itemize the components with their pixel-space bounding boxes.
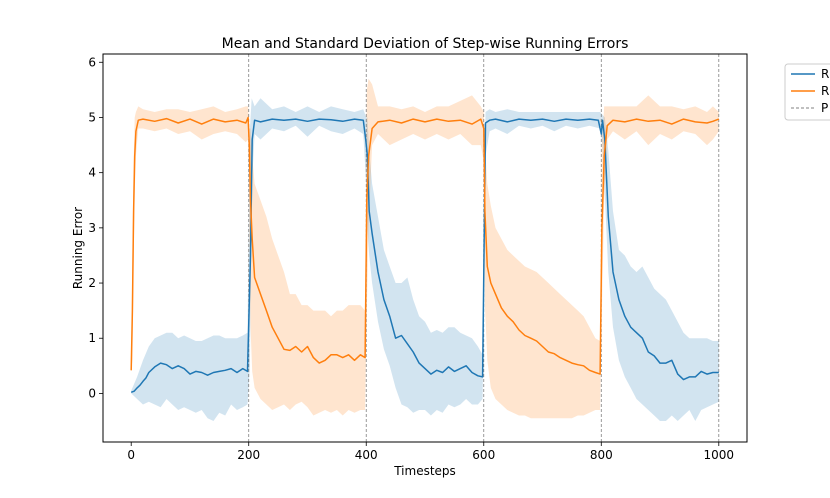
x-tick-label: 400: [355, 448, 378, 462]
legend: R R P: [784, 63, 830, 121]
x-ticks: 0 200 400 600 800 1000: [127, 442, 734, 462]
y-tick-label: 3: [88, 221, 96, 235]
legend-label-series-1: R: [821, 67, 829, 81]
legend-label-series-2: R: [821, 84, 829, 98]
y-tick-label: 4: [88, 166, 96, 180]
y-tick-label: 6: [88, 55, 96, 69]
std-band-series-2: [131, 78, 719, 419]
x-tick-label: 200: [237, 448, 260, 462]
y-tick-label: 2: [88, 276, 96, 290]
x-tick-label: 0: [127, 448, 135, 462]
y-tick-label: 0: [88, 386, 96, 400]
mean-line-series-2: [130, 116, 720, 375]
x-tick-label: 600: [472, 448, 495, 462]
chart-title: Mean and Standard Deviation of Step-wise…: [222, 36, 629, 52]
y-ticks: 0 1 2 3 4 5 6: [88, 55, 103, 400]
mean-lines: [130, 116, 720, 394]
y-tick-label: 5: [88, 110, 96, 124]
mean-line-series-1: [130, 118, 719, 394]
x-tick-label: 1000: [704, 448, 735, 462]
y-axis-label: Running Error: [71, 207, 85, 289]
legend-label-change-points: P: [821, 101, 828, 115]
y-tick-label: 1: [88, 331, 96, 345]
x-axis-label: Timesteps: [393, 464, 456, 478]
x-tick-label: 800: [590, 448, 613, 462]
legend-box: [784, 63, 830, 121]
axes-frame: [102, 53, 748, 443]
